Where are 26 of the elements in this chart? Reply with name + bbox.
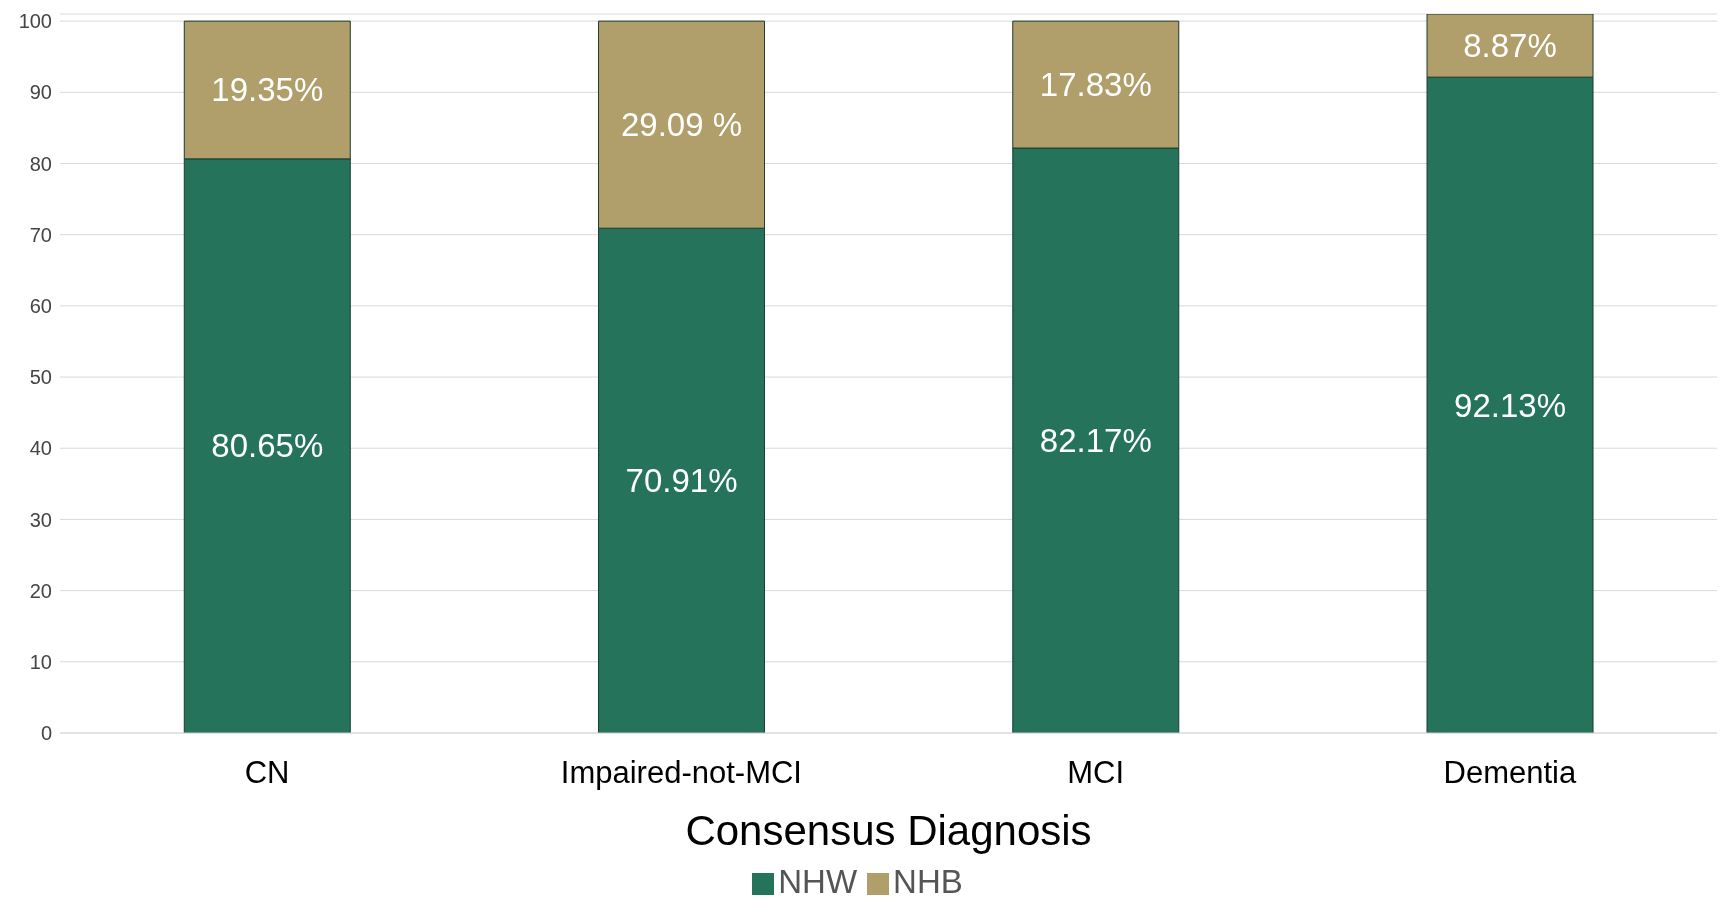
data-label: 80.65% [211,427,324,465]
legend-label: NHW [778,863,858,900]
y-tick-label: 100 [18,10,52,33]
y-tick-label: 20 [29,579,52,602]
x-tick-label: Dementia [1443,755,1577,791]
y-tick-label: 80 [29,152,52,175]
x-tick-label: CN [244,755,290,791]
x-tick-label: MCI [1067,755,1125,791]
data-label: 19.35% [211,71,324,109]
legend-label: NHB [893,863,963,900]
y-tick-label: 40 [29,437,52,460]
y-tick-label: 90 [29,81,52,104]
y-tick-label: 0 [40,722,52,745]
y-tick-label: 70 [29,223,52,246]
x-axis-title: Consensus Diagnosis [685,807,1092,854]
y-tick-label: 10 [29,650,52,673]
y-tick-label: 30 [29,508,52,531]
y-tick-label: 50 [29,366,52,389]
data-label: 29.09 % [620,106,743,144]
data-label: 8.87% [1463,27,1557,65]
y-tick-label: 60 [29,294,52,317]
data-label: 82.17% [1039,422,1152,460]
x-tick-label: Impaired-not-MCI [560,755,802,791]
data-label: 92.13% [1454,386,1566,424]
data-label: 17.83% [1039,66,1152,104]
data-label: 70.91% [625,462,738,500]
